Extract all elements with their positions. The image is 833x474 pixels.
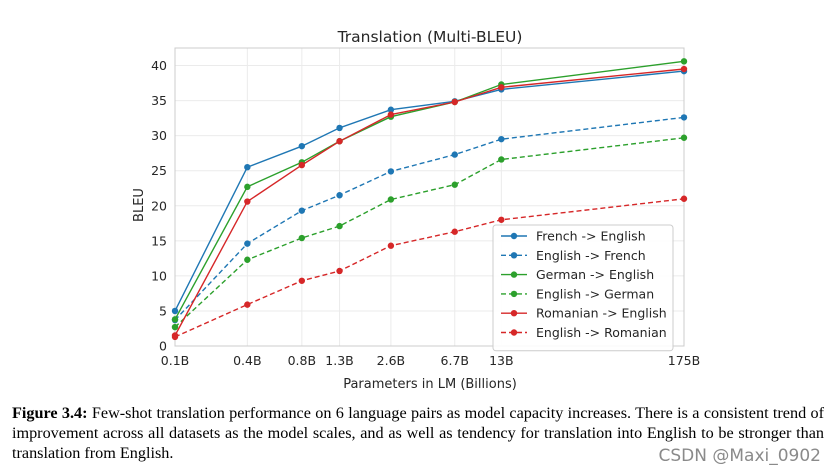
data-point (680, 195, 688, 202)
data-point (336, 138, 343, 145)
data-point (298, 277, 306, 284)
x-tick-label: 13B (489, 353, 513, 368)
data-point (387, 168, 395, 175)
data-point (336, 267, 343, 275)
x-tick-label: 175B (668, 353, 700, 368)
series-layer (171, 58, 688, 341)
ticks-layer: 0 5 10 15 20 25 30 35 40 0.1B 0.4B 0.8B 1.3B 2.6B 6.7B… (151, 58, 700, 368)
data-point (451, 151, 458, 158)
series-3 (171, 134, 688, 331)
legend-label: English -> Romanian (536, 325, 667, 340)
figure-caption: Figure 3.4: Few-shot translation perform… (12, 403, 824, 463)
data-point (498, 216, 505, 223)
y-tick-label: 0 (159, 339, 167, 354)
data-point (451, 181, 458, 188)
legend: French -> English English -> French German… (492, 224, 674, 352)
y-tick-label: 10 (151, 268, 167, 283)
data-point (244, 164, 251, 171)
watermark: CSDN @Maxi_0902 (658, 446, 821, 466)
data-point (171, 333, 179, 341)
y-tick-label: 30 (151, 128, 167, 143)
legend-marker (510, 271, 518, 278)
data-point (387, 111, 395, 118)
legend-label: French -> English (536, 229, 646, 244)
legend-marker (510, 310, 518, 317)
y-tick-label: 35 (151, 93, 167, 108)
legend-label: Romanian -> English (536, 306, 667, 321)
data-point (387, 106, 395, 113)
x-tick-label: 2.6B (377, 353, 405, 368)
legend-label: German -> English (536, 267, 654, 282)
y-tick-label: 40 (151, 58, 167, 73)
data-point (244, 198, 251, 205)
data-point (336, 222, 343, 230)
x-tick-label: 0.8B (288, 353, 316, 368)
legend-label: English -> German (536, 286, 654, 301)
y-tick-label: 5 (159, 303, 167, 318)
data-point (451, 98, 458, 106)
chart-title: Translation (Multi-BLEU) (337, 28, 523, 46)
x-axis-label: Parameters in LM (Billions) (343, 377, 517, 392)
legend-marker (510, 290, 518, 298)
data-point (680, 58, 688, 65)
data-point (336, 192, 343, 199)
series-line (174, 137, 685, 328)
series-line (174, 68, 685, 336)
series-line (174, 60, 685, 320)
data-point (244, 256, 251, 263)
data-point (680, 65, 688, 73)
series-5 (171, 195, 688, 341)
data-point (680, 134, 688, 141)
data-point (498, 135, 505, 143)
data-point (171, 316, 179, 323)
x-tick-label: 1.3B (325, 353, 353, 368)
x-tick-label: 0.4B (233, 353, 261, 368)
y-tick-label: 15 (151, 233, 167, 248)
chart: 0 5 10 15 20 25 30 35 40 0.1B 0.4B 0.8B 1.3B 2.6B 6.7B… (132, 28, 701, 392)
y-tick-label: 20 (151, 198, 167, 213)
chart-svg: 0 5 10 15 20 25 30 35 40 0.1B 0.4B 0.8B 1.3B 2.6B 6.7B… (132, 28, 701, 392)
data-point (680, 114, 688, 121)
data-point (336, 124, 343, 132)
x-tick-label: 6.7B (441, 353, 469, 368)
data-point (171, 323, 179, 331)
legend-label: English -> French (536, 248, 646, 263)
caption-text: Few-shot translation performance on 6 la… (12, 404, 824, 462)
data-point (387, 196, 395, 203)
caption-label: Figure 3.4: (12, 404, 88, 422)
legend-marker (510, 252, 518, 259)
y-tick-label: 25 (151, 163, 167, 178)
series-line (174, 70, 685, 312)
series-4 (171, 65, 688, 339)
y-axis-label: BLEU (132, 188, 147, 222)
data-point (298, 161, 306, 169)
legend-marker (510, 232, 518, 240)
x-tick-label: 0.1B (161, 353, 189, 368)
series-line (174, 198, 685, 338)
data-point (244, 183, 251, 191)
data-point (387, 242, 395, 249)
data-point (498, 156, 505, 163)
data-point (298, 207, 306, 214)
data-point (171, 307, 179, 315)
series-line (174, 116, 685, 321)
data-point (244, 240, 251, 247)
data-point (498, 84, 505, 91)
data-point (244, 301, 251, 308)
data-point (451, 228, 458, 235)
data-point (298, 142, 306, 150)
legend-marker (510, 329, 518, 336)
data-point (298, 234, 306, 242)
legend-box (492, 224, 674, 352)
